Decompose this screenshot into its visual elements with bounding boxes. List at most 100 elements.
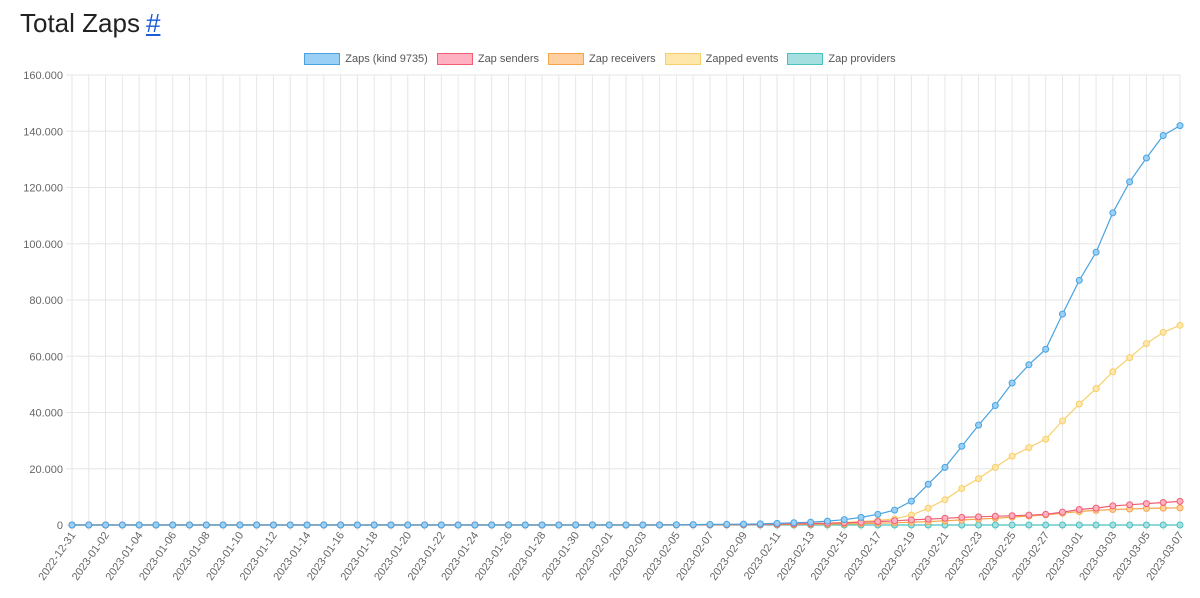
data-point-4 [1025,521,1033,529]
data-point-0 [1176,122,1184,130]
y-tick-label: 120.000 [23,183,63,195]
data-point-0 [1092,248,1100,256]
data-point-0 [454,521,462,529]
data-point-1 [941,514,949,522]
data-point-0 [118,521,126,529]
data-point-0 [924,480,932,488]
data-point-1 [874,518,882,526]
data-point-1 [1058,508,1066,516]
y-tick-label: 160.000 [23,70,63,82]
data-point-0 [387,521,395,529]
data-point-0 [605,521,613,529]
data-point-0 [353,521,361,529]
data-point-1 [907,516,915,524]
title-anchor-link[interactable]: # [145,8,161,38]
data-point-3 [958,484,966,492]
data-point-0 [639,521,647,529]
data-point-1 [1109,502,1117,510]
legend-item-zaps[interactable]: Zaps (kind 9735) [304,53,428,65]
data-point-0 [236,521,244,529]
data-point-0 [135,521,143,529]
legend-swatch-events [664,53,701,65]
data-point-0 [504,521,512,529]
legend-item-receivers[interactable]: Zap receivers [548,53,656,65]
data-point-1 [924,515,932,523]
data-point-4 [1142,521,1150,529]
legend-swatch-senders [436,53,473,65]
data-point-0 [723,520,731,528]
y-tick-label: 0 [57,520,63,532]
data-point-0 [521,521,529,529]
legend-label-receivers: Zap receivers [589,53,656,65]
page-title: Total Zaps # [20,8,160,39]
data-point-4 [1042,521,1050,529]
chart-legend: Zaps (kind 9735) Zap senders Zap receive… [0,53,1200,65]
data-point-3 [941,496,949,504]
data-point-0 [1075,276,1083,284]
data-point-0 [471,521,479,529]
y-tick-label: 100.000 [23,239,63,251]
legend-item-events[interactable]: Zapped events [664,53,779,65]
data-point-0 [85,521,93,529]
data-point-4 [975,521,983,529]
data-point-0 [672,521,680,529]
data-point-0 [1126,178,1134,186]
data-point-1 [975,513,983,521]
data-point-0 [790,519,798,527]
data-point-1 [1092,504,1100,512]
data-point-0 [437,521,445,529]
data-point-0 [219,521,227,529]
data-point-0 [1008,379,1016,387]
data-point-0 [538,521,546,529]
data-point-3 [1126,354,1134,362]
data-point-0 [1058,310,1066,318]
legend-item-providers[interactable]: Zap providers [787,53,896,65]
data-point-3 [1142,340,1150,348]
legend-label-senders: Zap senders [477,53,539,65]
data-point-0 [269,521,277,529]
data-point-0 [572,521,580,529]
data-point-0 [169,521,177,529]
data-point-0 [689,521,697,529]
data-point-3 [991,463,999,471]
legend-label-zaps: Zaps (kind 9735) [345,53,428,65]
data-point-1 [1075,506,1083,514]
data-point-0 [975,421,983,429]
data-point-1 [1126,501,1134,509]
data-point-0 [370,521,378,529]
data-point-0 [102,521,110,529]
data-point-1 [1042,510,1050,518]
data-point-3 [1159,328,1167,336]
data-point-0 [740,520,748,528]
data-point-3 [1025,444,1033,452]
data-point-4 [1075,521,1083,529]
data-point-3 [1075,400,1083,408]
data-point-0 [823,517,831,525]
data-point-0 [840,516,848,524]
data-point-0 [286,521,294,529]
data-point-0 [68,521,76,529]
data-point-0 [706,520,714,528]
data-point-0 [1109,209,1117,217]
data-point-2 [1176,504,1184,512]
data-point-3 [1176,321,1184,329]
data-point-0 [404,521,412,529]
data-point-0 [622,521,630,529]
data-point-1 [991,512,999,520]
legend-item-senders[interactable]: Zap senders [436,53,539,65]
legend-swatch-providers [787,53,824,65]
y-tick-label: 140.000 [23,126,63,138]
y-tick-label: 20.000 [29,464,63,476]
data-point-4 [1008,521,1016,529]
legend-label-events: Zapped events [705,53,779,65]
data-point-4 [1109,521,1117,529]
data-point-0 [320,521,328,529]
data-point-3 [1008,452,1016,460]
data-point-1 [1159,499,1167,506]
data-point-0 [421,521,429,529]
data-point-0 [907,497,915,505]
data-point-0 [303,521,311,529]
data-point-1 [891,517,899,525]
data-point-3 [1092,385,1100,393]
